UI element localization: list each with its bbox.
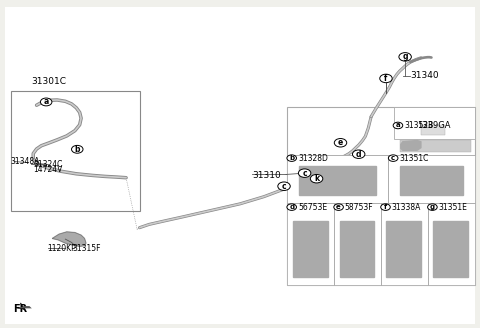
Circle shape xyxy=(380,74,392,83)
Polygon shape xyxy=(339,221,374,277)
Text: 31310: 31310 xyxy=(252,171,281,180)
Text: 31351E: 31351E xyxy=(439,203,468,212)
Text: f: f xyxy=(384,74,388,83)
Circle shape xyxy=(334,138,347,147)
Text: c: c xyxy=(282,182,287,191)
Text: c: c xyxy=(391,155,395,161)
Text: 31348A: 31348A xyxy=(10,157,40,166)
Polygon shape xyxy=(52,232,86,246)
Circle shape xyxy=(388,155,398,161)
Bar xyxy=(421,125,445,134)
Text: 14724V: 14724V xyxy=(33,165,62,174)
Circle shape xyxy=(72,145,83,153)
Circle shape xyxy=(278,182,290,191)
Text: 31315F: 31315F xyxy=(72,244,101,253)
Text: d: d xyxy=(289,204,294,210)
Circle shape xyxy=(287,204,297,210)
Text: 1120KP: 1120KP xyxy=(48,244,76,253)
Text: 31301C: 31301C xyxy=(31,77,66,86)
Circle shape xyxy=(40,98,52,106)
Circle shape xyxy=(393,122,403,129)
Bar xyxy=(334,203,381,285)
Text: b: b xyxy=(74,145,80,154)
Text: e: e xyxy=(338,138,343,147)
Bar xyxy=(287,155,388,203)
Text: 1339GA: 1339GA xyxy=(417,121,451,130)
Text: g: g xyxy=(430,204,435,210)
Text: c: c xyxy=(302,169,307,178)
Text: 31328D: 31328D xyxy=(299,154,328,163)
Text: e: e xyxy=(336,204,341,210)
Circle shape xyxy=(428,204,437,210)
Text: a: a xyxy=(44,97,49,107)
Text: 31351C: 31351C xyxy=(400,154,429,163)
Text: 31340: 31340 xyxy=(410,71,439,80)
Circle shape xyxy=(399,52,411,61)
Polygon shape xyxy=(19,306,32,308)
Circle shape xyxy=(381,204,390,210)
Text: 31324C: 31324C xyxy=(33,160,62,169)
Text: 31352B: 31352B xyxy=(404,121,433,130)
Bar xyxy=(428,203,475,285)
Circle shape xyxy=(299,169,311,177)
Text: 58753F: 58753F xyxy=(345,203,373,212)
Text: FR: FR xyxy=(12,304,27,314)
Polygon shape xyxy=(433,221,468,277)
Circle shape xyxy=(311,174,323,183)
Text: 31338A: 31338A xyxy=(392,203,421,212)
Polygon shape xyxy=(400,166,463,195)
Text: a: a xyxy=(396,122,400,129)
Text: 56753E: 56753E xyxy=(298,203,327,212)
Polygon shape xyxy=(386,221,421,277)
Text: b: b xyxy=(289,155,294,161)
Bar xyxy=(381,203,428,285)
Polygon shape xyxy=(293,221,327,277)
Bar xyxy=(287,107,475,285)
Polygon shape xyxy=(401,140,421,150)
Text: g: g xyxy=(402,52,408,61)
Polygon shape xyxy=(299,166,376,195)
Bar xyxy=(287,203,334,285)
Circle shape xyxy=(287,155,297,161)
Text: d: d xyxy=(356,150,361,159)
Bar xyxy=(388,155,475,203)
Text: f: f xyxy=(384,204,387,210)
Text: k: k xyxy=(314,174,319,183)
Bar xyxy=(11,91,141,211)
Bar xyxy=(400,140,471,152)
Bar xyxy=(394,107,475,138)
Circle shape xyxy=(352,150,365,158)
Circle shape xyxy=(334,204,343,210)
